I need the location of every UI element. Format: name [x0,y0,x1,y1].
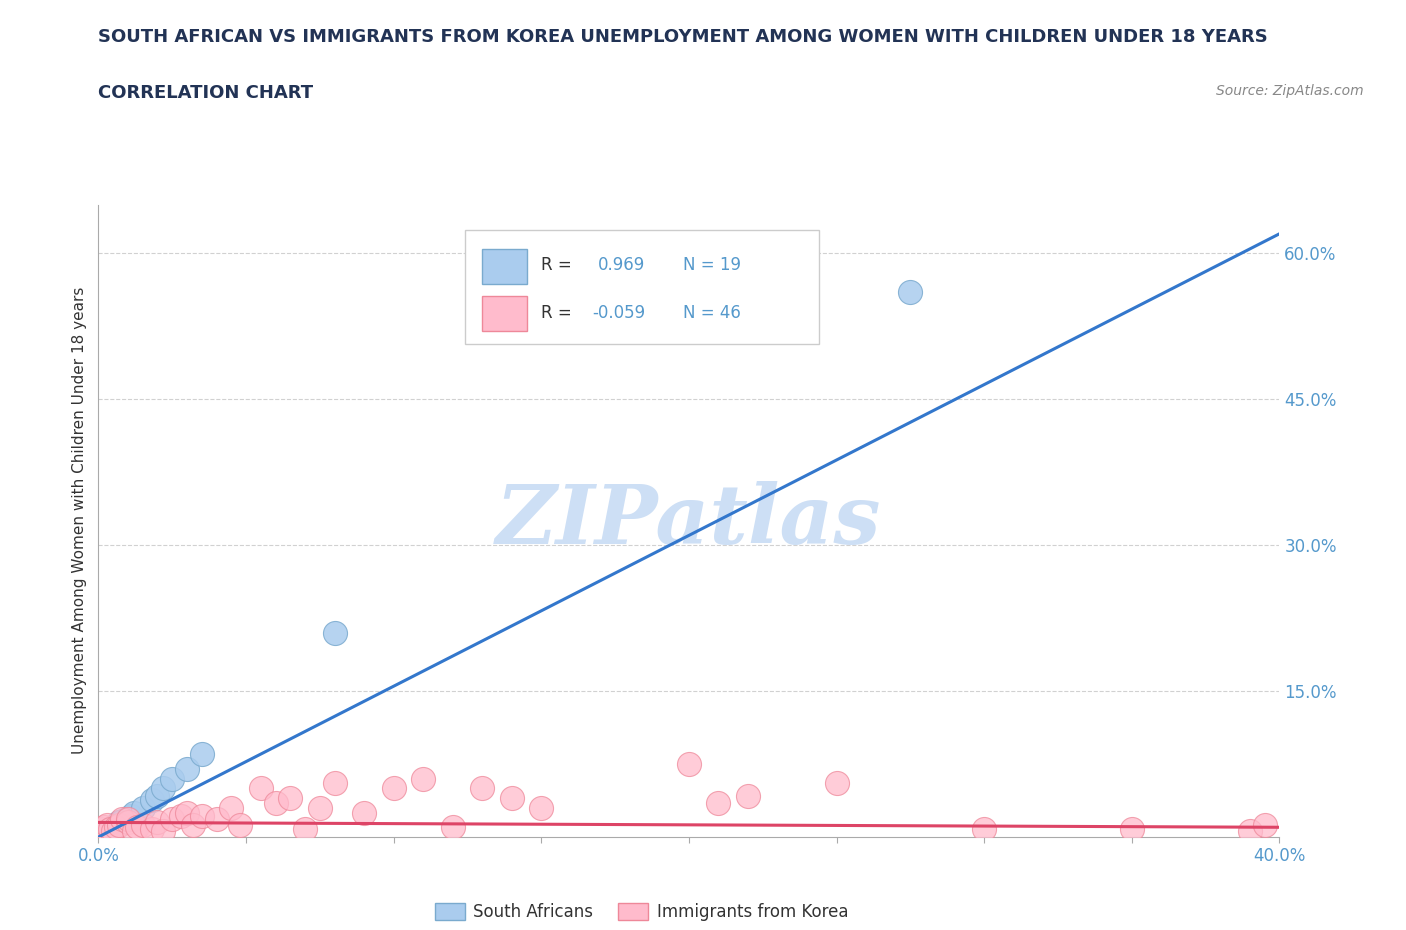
Point [278,790,302,805]
Text: -0.059: -0.059 [592,304,645,323]
Point [471,781,494,796]
Point [108,815,131,830]
Point [181,817,204,832]
Point [141,822,163,837]
Point [1254,817,1277,832]
FancyBboxPatch shape [482,249,527,284]
Point [678,757,700,772]
Point [162,771,183,786]
Text: R =: R = [541,304,572,323]
Point [96,817,118,832]
Point [93,825,115,840]
Point [382,781,405,796]
Point [825,776,848,790]
Point [162,812,183,827]
Text: CORRELATION CHART: CORRELATION CHART [98,84,314,101]
Y-axis label: Unemployment Among Women with Children Under 18 years: Unemployment Among Women with Children U… [72,287,87,754]
Text: ZIPatlas: ZIPatlas [496,481,882,561]
Point [103,820,125,835]
Point [105,817,128,832]
Point [353,805,375,820]
Point [191,808,214,823]
Legend: South Africans, Immigrants from Korea: South Africans, Immigrants from Korea [429,896,855,927]
Point [294,822,316,837]
Point [122,805,145,820]
Point [170,808,193,823]
Text: R =: R = [541,256,572,273]
Point [737,789,759,804]
Point [108,817,131,832]
Point [117,815,139,830]
Point [120,808,142,823]
Point [205,812,228,827]
Point [250,781,273,796]
Point [117,810,139,825]
Point [141,792,163,807]
Point [191,747,214,762]
Point [125,820,148,835]
Point [90,822,112,837]
Point [176,762,198,777]
Point [93,820,115,835]
FancyBboxPatch shape [482,297,527,331]
Point [117,812,139,827]
Point [707,795,730,810]
Point [111,812,134,827]
Point [229,817,252,832]
Point [412,771,434,786]
Point [530,801,553,816]
Point [111,814,134,829]
Text: N = 46: N = 46 [683,304,741,323]
Point [146,789,169,804]
Point [146,815,169,830]
Point [441,820,464,835]
Point [973,822,995,837]
Point [900,285,922,299]
Point [132,801,155,816]
Point [132,817,155,832]
Text: Source: ZipAtlas.com: Source: ZipAtlas.com [1216,84,1364,98]
Point [219,801,242,816]
Point [1121,822,1143,837]
Point [98,822,121,837]
Point [152,824,174,839]
Point [1239,824,1261,839]
Point [105,820,128,835]
Point [264,795,287,810]
Point [176,805,198,820]
FancyBboxPatch shape [464,230,818,344]
Point [309,801,332,816]
Point [87,825,110,840]
Text: 0.969: 0.969 [598,256,645,273]
Point [501,790,523,805]
Point [323,776,346,790]
Point [122,824,145,839]
Text: SOUTH AFRICAN VS IMMIGRANTS FROM KOREA UNEMPLOYMENT AMONG WOMEN WITH CHILDREN UN: SOUTH AFRICAN VS IMMIGRANTS FROM KOREA U… [98,28,1268,46]
Point [323,625,346,640]
Point [98,822,121,837]
Point [103,824,125,839]
Point [96,824,118,839]
Point [152,781,174,796]
Text: N = 19: N = 19 [683,256,741,273]
